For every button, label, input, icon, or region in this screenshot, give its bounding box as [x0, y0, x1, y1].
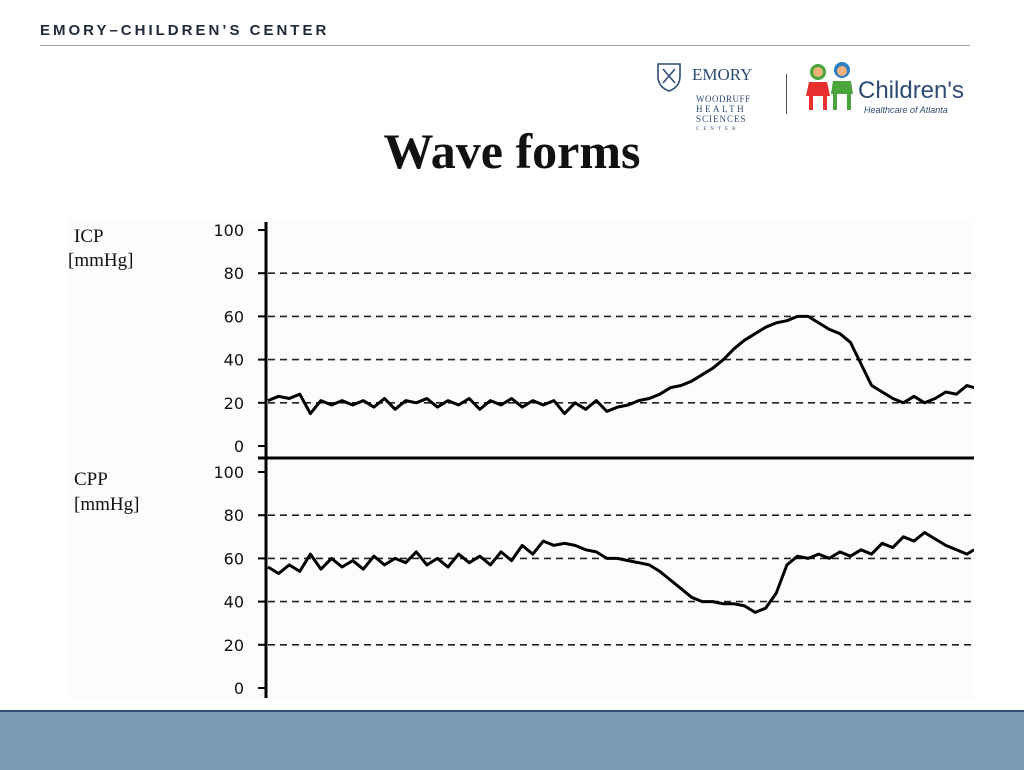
- childrens-kids-icon: [806, 62, 853, 110]
- emory-logo: EMORY WOODRUFF HEALTH SCIENCES CENTER: [657, 63, 752, 132]
- cpp-ytick-label: 20: [224, 636, 244, 655]
- org-header: EMORY–CHILDREN’S CENTER: [40, 22, 330, 39]
- cpp-ytick-label: 100: [213, 463, 244, 482]
- childrens-logo-tagline: Healthcare of Atlanta: [864, 105, 948, 115]
- emory-shield-icon: [657, 63, 681, 92]
- header-divider: [40, 45, 970, 46]
- icp-panel: ICP [mmHg] 0 20 40 60 80 100: [68, 221, 974, 456]
- icp-ylabel-line-2: [mmHg]: [68, 250, 133, 271]
- icp-ytick-label: 80: [224, 264, 244, 283]
- emory-logo-name: EMORY: [692, 65, 752, 84]
- emory-logo-line-4: CENTER: [696, 127, 739, 132]
- icp-ytick-label: 60: [224, 307, 244, 326]
- cpp-ytick-label: 0: [234, 679, 244, 698]
- childrens-logo: Children's Healthcare of Atlanta: [806, 62, 964, 115]
- cpp-ytick-label: 80: [224, 506, 244, 525]
- cpp-ylabel-line-2: [mmHg]: [74, 494, 139, 515]
- waveform-chart: ICP [mmHg] 0 20 40 60 80 100 CPP [mmHg] 0 20 40…: [68, 218, 974, 700]
- icp-ytick-label: 40: [224, 351, 244, 370]
- cpp-ytick-label: 40: [224, 593, 244, 612]
- logo-separator: [786, 74, 787, 114]
- icp-ytick-label: 0: [234, 437, 244, 456]
- icp-series-line: [267, 314, 974, 416]
- emory-logo-line-3: SCIENCES: [696, 114, 747, 124]
- slide-title: Wave forms: [383, 123, 641, 179]
- cpp-ylabel-line-1: CPP: [74, 469, 108, 490]
- childrens-logo-name: Children's: [858, 77, 964, 104]
- footer-band: [0, 710, 1024, 770]
- cpp-panel: CPP [mmHg] 0 20 40 60 80 100: [74, 463, 974, 698]
- cpp-series-line: [267, 531, 974, 614]
- icp-ytick-label: 20: [224, 394, 244, 413]
- emory-logo-line-1: WOODRUFF: [696, 94, 751, 104]
- emory-logo-line-2: HEALTH: [696, 104, 746, 114]
- icp-ytick-label: 100: [213, 221, 244, 240]
- icp-ylabel-line-1: ICP: [74, 226, 104, 247]
- cpp-ytick-label: 60: [224, 549, 244, 568]
